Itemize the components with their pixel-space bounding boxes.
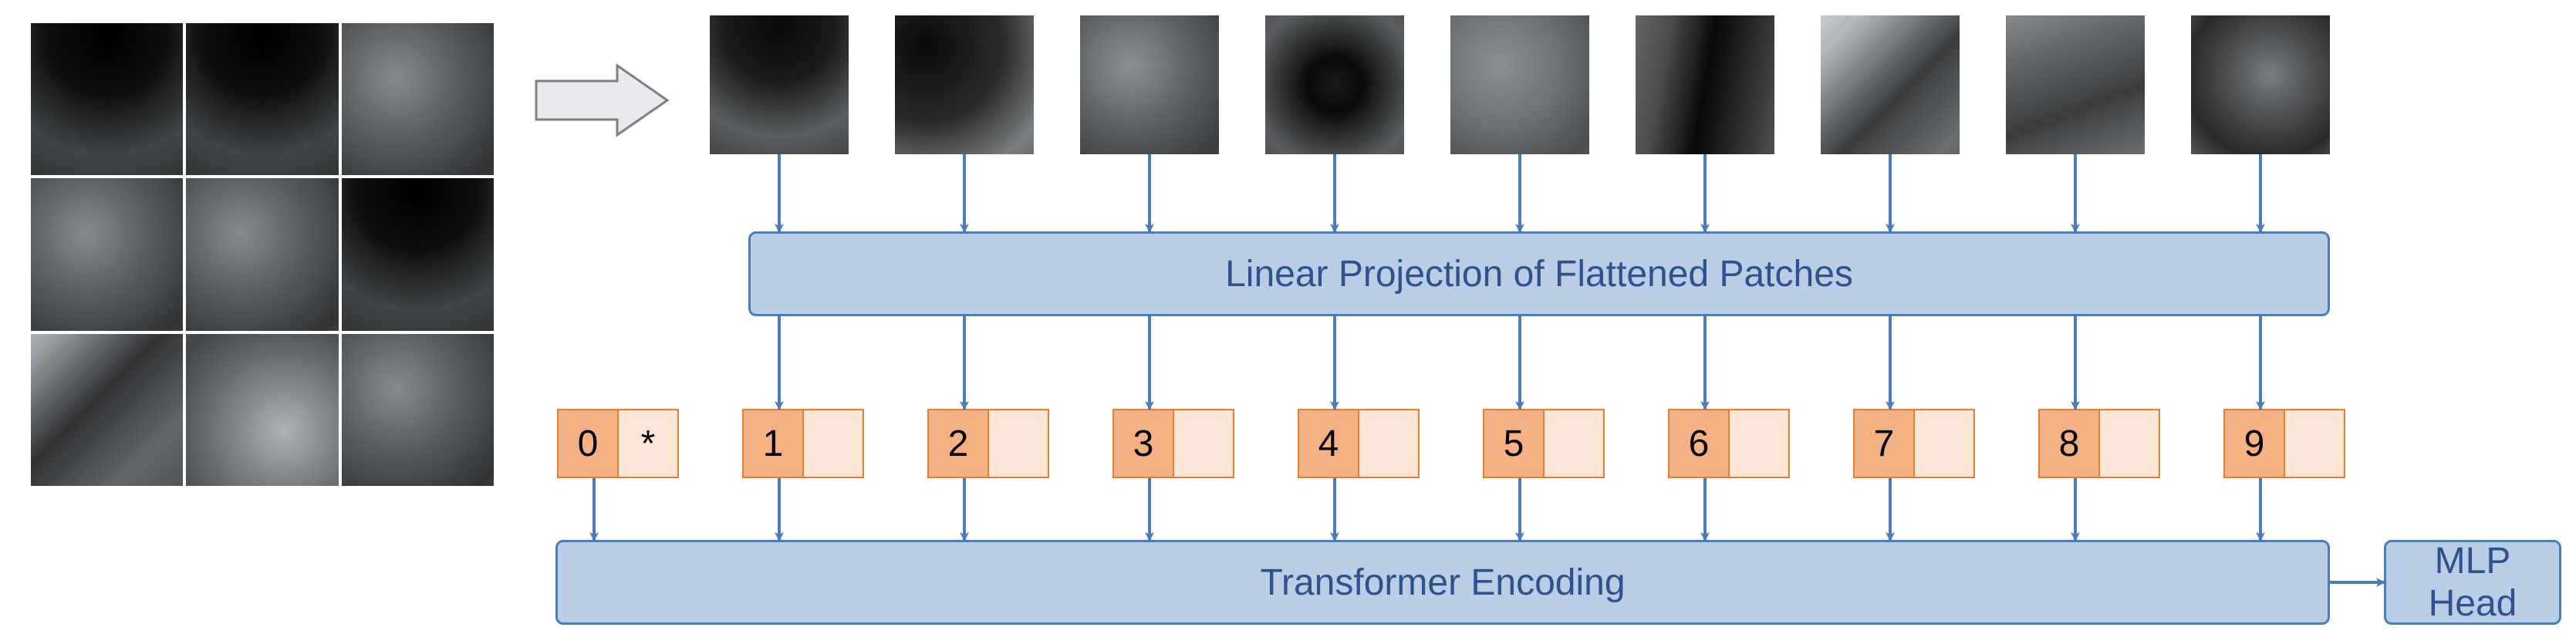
token-index: 1: [744, 410, 804, 477]
token-index: 8: [2040, 410, 2100, 477]
grid-cell: [31, 334, 183, 486]
token: 7: [1853, 409, 1975, 478]
patch: [1080, 15, 1219, 154]
grid-cell: [31, 23, 183, 175]
token: 2: [927, 409, 1049, 478]
token-embedding: [989, 410, 1048, 477]
token: 8: [2038, 409, 2160, 478]
linear-projection-block: Linear Projection of Flattened Patches: [748, 231, 2330, 316]
token: 5: [1483, 409, 1605, 478]
patch: [710, 15, 849, 154]
token-embedding: [804, 410, 863, 477]
grid-cell: [342, 334, 494, 486]
patch: [1821, 15, 1960, 154]
token-embedding: [1174, 410, 1233, 477]
token-embedding: [1730, 410, 1788, 477]
token: 6: [1668, 409, 1790, 478]
grid-cell: [186, 23, 338, 175]
token: 4: [1298, 409, 1420, 478]
grid-cell: [342, 178, 494, 330]
token-index: 2: [929, 410, 989, 477]
patch: [1636, 15, 1774, 154]
token-index: 0: [559, 410, 619, 477]
grid-cell: [31, 178, 183, 330]
grid-cell: [342, 23, 494, 175]
grid-cell: [186, 178, 338, 330]
grid-cell: [186, 334, 338, 486]
patch: [2191, 15, 2330, 154]
token: 3: [1112, 409, 1234, 478]
arrow-group: [594, 154, 2384, 582]
token-embedding: [1545, 410, 1603, 477]
token-index: 4: [1299, 410, 1359, 477]
patch: [1450, 15, 1589, 154]
token-embedding: *: [619, 410, 677, 477]
token-index: 9: [2225, 410, 2285, 477]
token-embedding: [2100, 410, 2159, 477]
token: 9: [2223, 409, 2345, 478]
linear-projection-label: Linear Projection of Flattened Patches: [1225, 253, 1853, 295]
token-index: 3: [1114, 410, 1174, 477]
mlp-head-block: MLP Head: [2384, 540, 2561, 625]
token-embedding: [2285, 410, 2344, 477]
token: 1: [742, 409, 864, 478]
token-embedding: [1915, 410, 1973, 477]
token-index: 7: [1855, 410, 1915, 477]
transformer-encoding-block: Transformer Encoding: [555, 540, 2330, 625]
patch: [895, 15, 1034, 154]
token: 0 *: [557, 409, 679, 478]
patch: [2006, 15, 2145, 154]
source-image-grid: [31, 23, 494, 486]
patch: [1265, 15, 1404, 154]
token-index: 5: [1484, 410, 1545, 477]
token-embedding: [1359, 410, 1418, 477]
transformer-encoding-label: Transformer Encoding: [1260, 561, 1625, 604]
mlp-head-label: MLP Head: [2386, 540, 2559, 625]
token-row: 0 * 1 2 3 4 5 6 7 8 9: [557, 409, 2345, 478]
split-arrow-icon: [532, 62, 671, 139]
patch-row: [710, 15, 2330, 154]
arrow-polygon: [536, 66, 667, 135]
token-index: 6: [1670, 410, 1730, 477]
